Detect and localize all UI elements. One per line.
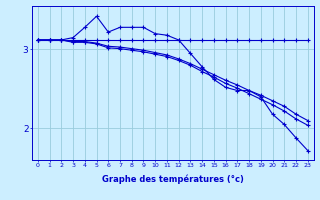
X-axis label: Graphe des températures (°c): Graphe des températures (°c) bbox=[102, 174, 244, 184]
